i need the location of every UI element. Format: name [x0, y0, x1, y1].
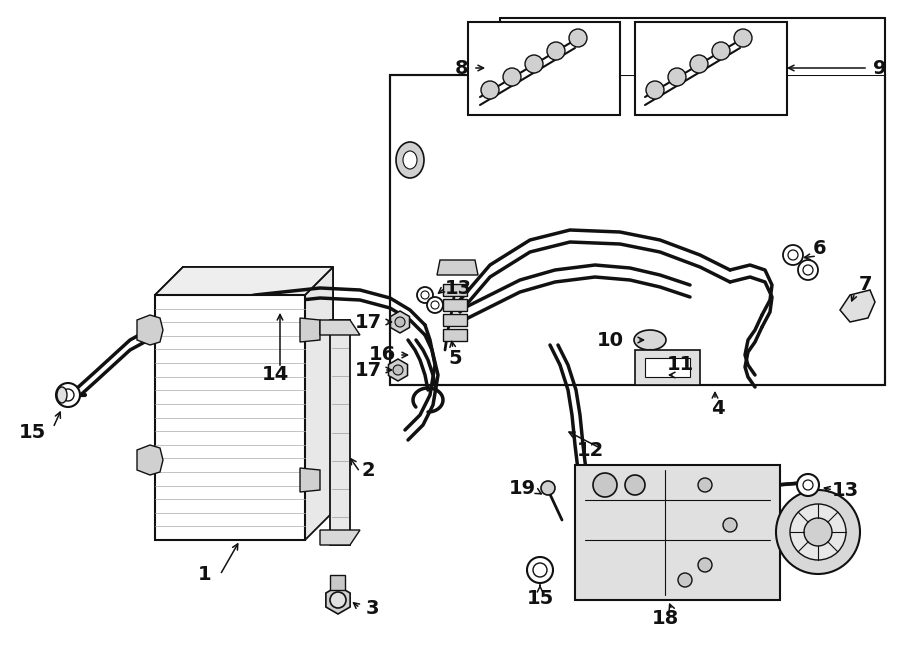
Text: 3: 3 — [365, 598, 379, 618]
Polygon shape — [320, 530, 360, 545]
Circle shape — [547, 42, 565, 60]
Polygon shape — [437, 260, 478, 275]
Polygon shape — [389, 359, 408, 381]
Text: 1: 1 — [198, 565, 212, 585]
Bar — [575, 465, 780, 600]
Text: 14: 14 — [261, 365, 289, 385]
Text: 17: 17 — [355, 312, 382, 332]
Circle shape — [790, 504, 846, 560]
Polygon shape — [155, 295, 305, 540]
Bar — [443, 284, 467, 296]
Text: 2: 2 — [361, 461, 374, 479]
Circle shape — [62, 389, 74, 401]
Ellipse shape — [396, 142, 424, 178]
Bar — [443, 329, 467, 341]
Circle shape — [569, 29, 587, 47]
Bar — [635, 350, 700, 385]
Text: 13: 13 — [445, 279, 472, 297]
Text: 6: 6 — [814, 238, 827, 258]
Circle shape — [395, 317, 405, 327]
Text: 4: 4 — [711, 399, 724, 418]
Bar — [500, 18, 885, 75]
Circle shape — [678, 573, 692, 587]
Bar — [645, 358, 690, 377]
Text: 15: 15 — [18, 422, 46, 442]
Polygon shape — [326, 586, 350, 614]
Circle shape — [527, 557, 553, 583]
Circle shape — [427, 297, 443, 313]
Circle shape — [698, 478, 712, 492]
Circle shape — [804, 518, 832, 546]
Polygon shape — [300, 468, 320, 492]
Bar — [330, 320, 350, 545]
Circle shape — [712, 42, 730, 60]
Circle shape — [533, 563, 547, 577]
Circle shape — [723, 518, 737, 532]
Circle shape — [56, 383, 80, 407]
Circle shape — [541, 481, 555, 495]
Circle shape — [797, 474, 819, 496]
Text: 13: 13 — [832, 481, 859, 500]
Text: 16: 16 — [368, 346, 396, 365]
Bar — [443, 299, 467, 311]
Text: 11: 11 — [666, 355, 694, 375]
Circle shape — [431, 301, 439, 309]
Circle shape — [798, 260, 818, 280]
Circle shape — [788, 250, 798, 260]
Ellipse shape — [634, 330, 666, 350]
Bar — [635, 22, 787, 115]
Text: 7: 7 — [859, 275, 872, 295]
Text: 9: 9 — [873, 58, 886, 77]
Circle shape — [803, 265, 813, 275]
Polygon shape — [137, 315, 163, 345]
Text: 15: 15 — [526, 589, 554, 608]
Text: 19: 19 — [508, 479, 536, 498]
Polygon shape — [155, 267, 183, 540]
Polygon shape — [840, 290, 875, 322]
Text: 17: 17 — [355, 361, 382, 379]
Bar — [443, 314, 467, 326]
Circle shape — [421, 291, 429, 299]
Circle shape — [330, 592, 346, 608]
Circle shape — [503, 68, 521, 86]
Polygon shape — [155, 267, 333, 295]
Circle shape — [625, 475, 645, 495]
Circle shape — [776, 490, 860, 574]
Circle shape — [668, 68, 686, 86]
Polygon shape — [320, 320, 360, 335]
Circle shape — [698, 558, 712, 572]
Polygon shape — [305, 267, 333, 540]
Circle shape — [525, 55, 543, 73]
Text: 10: 10 — [597, 330, 624, 350]
Circle shape — [417, 287, 433, 303]
Polygon shape — [391, 311, 410, 333]
Bar — [468, 22, 620, 115]
Circle shape — [646, 81, 664, 99]
Circle shape — [803, 480, 813, 490]
Polygon shape — [300, 318, 320, 342]
Bar — [390, 75, 885, 385]
Text: 12: 12 — [576, 440, 604, 459]
Polygon shape — [183, 267, 333, 512]
Ellipse shape — [57, 387, 67, 403]
Polygon shape — [137, 445, 163, 475]
Circle shape — [593, 473, 617, 497]
Text: 8: 8 — [455, 58, 469, 77]
Circle shape — [690, 55, 708, 73]
Circle shape — [734, 29, 752, 47]
Text: 18: 18 — [652, 608, 679, 628]
Circle shape — [783, 245, 803, 265]
Circle shape — [393, 365, 403, 375]
Circle shape — [650, 362, 662, 374]
Circle shape — [481, 81, 499, 99]
Bar — [330, 575, 345, 590]
Ellipse shape — [403, 151, 417, 169]
Text: 5: 5 — [448, 348, 462, 367]
